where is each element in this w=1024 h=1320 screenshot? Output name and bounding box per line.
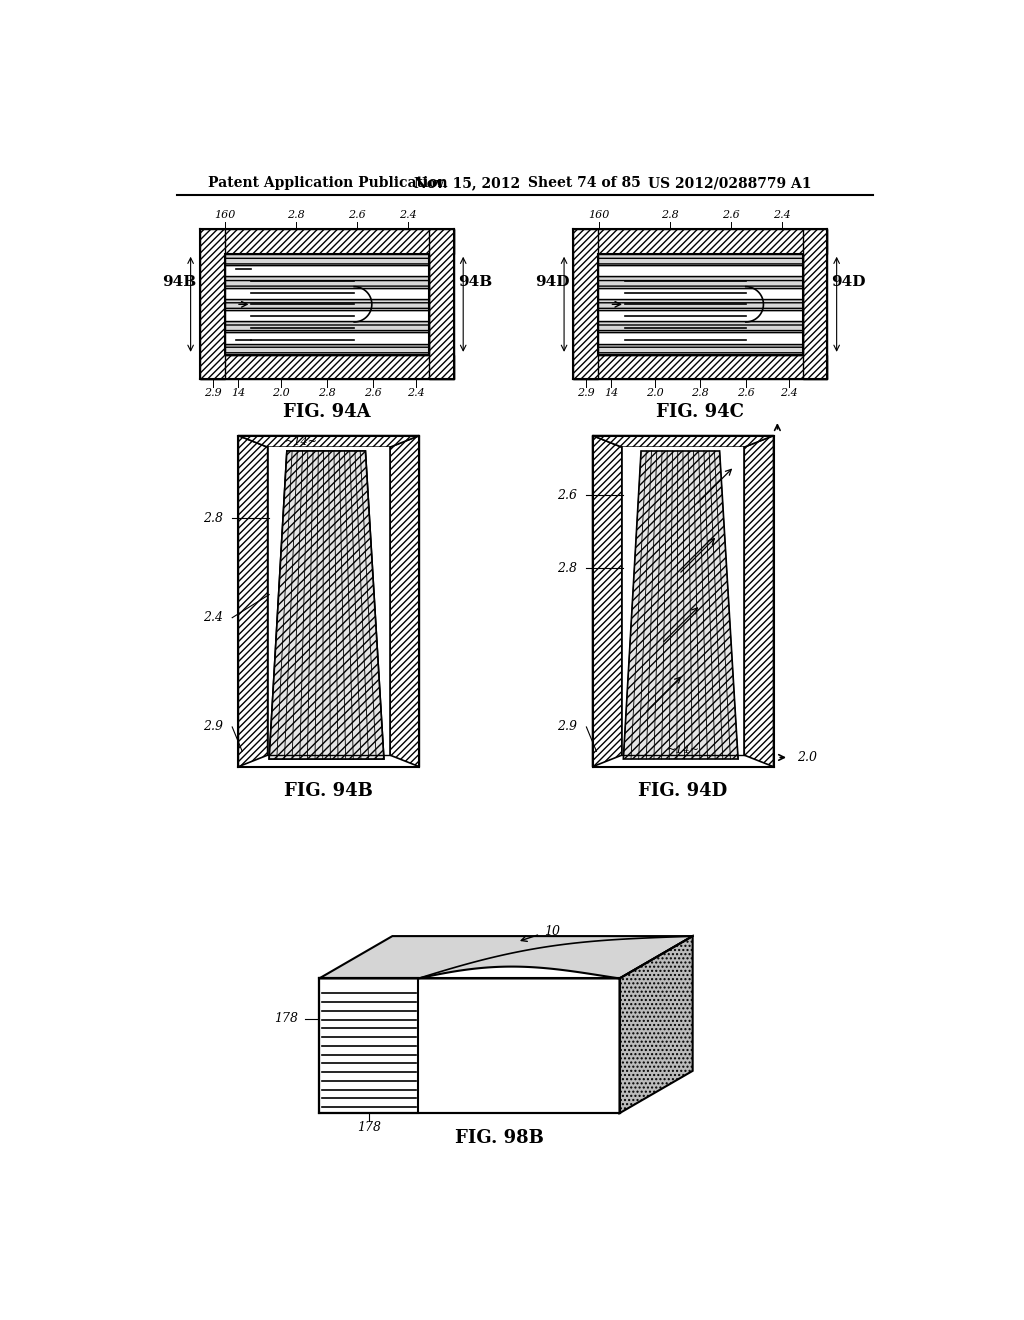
Text: 94B: 94B bbox=[162, 275, 196, 289]
Bar bbox=[598, 253, 803, 355]
Bar bbox=[803, 230, 827, 379]
Text: 2.6: 2.6 bbox=[348, 210, 367, 220]
Polygon shape bbox=[419, 966, 620, 978]
Text: US 2012/0288779 A1: US 2012/0288779 A1 bbox=[648, 176, 811, 190]
Text: 178: 178 bbox=[273, 1012, 298, 1026]
Bar bbox=[224, 253, 429, 355]
Bar bbox=[224, 310, 429, 321]
Text: FIG. 94B: FIG. 94B bbox=[284, 783, 373, 800]
Text: 2.4: 2.4 bbox=[773, 210, 791, 220]
Text: 94D: 94D bbox=[535, 275, 569, 289]
Text: 2.6: 2.6 bbox=[737, 388, 755, 399]
Text: 2.8: 2.8 bbox=[203, 512, 223, 525]
Text: FIG. 94C: FIG. 94C bbox=[656, 403, 744, 421]
Bar bbox=[224, 321, 429, 333]
Polygon shape bbox=[593, 436, 773, 447]
Text: 160: 160 bbox=[215, 210, 236, 220]
Text: 2.4: 2.4 bbox=[399, 210, 417, 220]
Text: FIG. 98B: FIG. 98B bbox=[455, 1129, 544, 1147]
Text: 2.8: 2.8 bbox=[288, 210, 305, 220]
Text: 94D: 94D bbox=[831, 275, 865, 289]
Bar bbox=[224, 265, 429, 276]
Polygon shape bbox=[620, 936, 692, 1113]
Polygon shape bbox=[269, 451, 384, 759]
Bar bbox=[598, 333, 803, 343]
Bar bbox=[622, 447, 744, 755]
Polygon shape bbox=[744, 436, 773, 767]
Text: FIG. 94D: FIG. 94D bbox=[638, 783, 727, 800]
Text: 2.9: 2.9 bbox=[578, 388, 595, 399]
Polygon shape bbox=[593, 436, 622, 767]
Text: 2.0: 2.0 bbox=[272, 388, 290, 399]
Text: ~14~: ~14~ bbox=[286, 437, 318, 446]
Bar bbox=[224, 343, 429, 355]
Bar bbox=[319, 978, 419, 1113]
Bar bbox=[200, 355, 454, 379]
Polygon shape bbox=[239, 436, 419, 447]
Text: 2.4: 2.4 bbox=[203, 611, 223, 624]
Polygon shape bbox=[319, 936, 692, 978]
Bar bbox=[598, 253, 803, 265]
Text: 2.8: 2.8 bbox=[557, 561, 578, 574]
Text: FIG. 94A: FIG. 94A bbox=[283, 403, 371, 421]
Text: 2.4: 2.4 bbox=[407, 388, 425, 399]
Bar bbox=[598, 298, 803, 310]
Bar bbox=[224, 333, 429, 343]
Bar bbox=[224, 288, 429, 298]
Text: 2.0: 2.0 bbox=[646, 388, 664, 399]
Text: 2.6: 2.6 bbox=[722, 210, 739, 220]
Bar bbox=[224, 253, 429, 265]
Bar bbox=[267, 447, 390, 755]
Text: 14: 14 bbox=[230, 388, 245, 399]
Bar bbox=[598, 310, 803, 321]
Bar bbox=[573, 230, 598, 379]
Text: 94B: 94B bbox=[458, 275, 493, 289]
Bar bbox=[598, 288, 803, 298]
Polygon shape bbox=[239, 436, 267, 767]
Text: ~14~: ~14~ bbox=[667, 744, 699, 755]
Polygon shape bbox=[390, 436, 419, 767]
Bar bbox=[598, 321, 803, 333]
Text: Sheet 74 of 85: Sheet 74 of 85 bbox=[528, 176, 641, 190]
Text: 2.9: 2.9 bbox=[203, 721, 223, 734]
Text: 2.0: 2.0 bbox=[797, 751, 816, 764]
Text: 160: 160 bbox=[588, 210, 609, 220]
Text: 2.6: 2.6 bbox=[557, 488, 578, 502]
Polygon shape bbox=[269, 451, 384, 759]
Text: 10: 10 bbox=[544, 925, 560, 939]
Text: 2.8: 2.8 bbox=[318, 388, 336, 399]
Bar bbox=[573, 230, 827, 253]
Bar bbox=[319, 978, 620, 1113]
Bar bbox=[573, 355, 827, 379]
Bar bbox=[429, 230, 454, 379]
Text: 2.9: 2.9 bbox=[557, 721, 578, 734]
Text: 2.9: 2.9 bbox=[204, 388, 221, 399]
Text: 2.8: 2.8 bbox=[662, 210, 679, 220]
Bar bbox=[598, 343, 803, 355]
Text: 2.4: 2.4 bbox=[780, 388, 798, 399]
Text: Patent Application Publication: Patent Application Publication bbox=[208, 176, 447, 190]
Bar bbox=[200, 230, 454, 253]
Text: 2.8: 2.8 bbox=[691, 388, 710, 399]
Text: 2.6: 2.6 bbox=[364, 388, 382, 399]
Bar bbox=[598, 276, 803, 288]
Bar bbox=[319, 978, 419, 1113]
Polygon shape bbox=[624, 451, 738, 759]
Bar bbox=[598, 265, 803, 276]
Bar bbox=[224, 276, 429, 288]
Bar bbox=[200, 230, 224, 379]
Text: 14: 14 bbox=[604, 388, 618, 399]
Text: Nov. 15, 2012: Nov. 15, 2012 bbox=[414, 176, 520, 190]
Bar bbox=[224, 298, 429, 310]
Text: 178: 178 bbox=[356, 1121, 381, 1134]
